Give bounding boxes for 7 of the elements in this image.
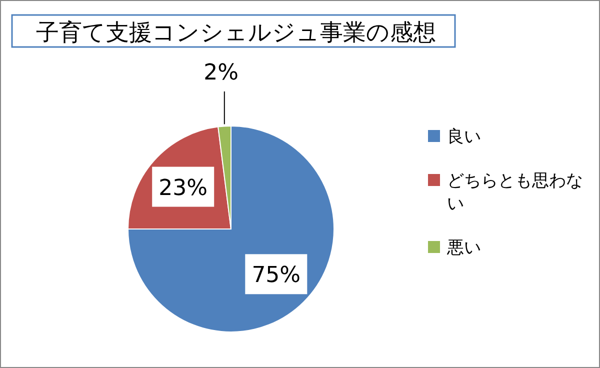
legend-label: 悪い xyxy=(446,238,481,258)
data-label: 23% xyxy=(158,176,208,201)
legend-label: 良い xyxy=(447,127,481,147)
data-label: 75% xyxy=(252,263,301,288)
legend-label: どちらとも思わない xyxy=(447,171,583,214)
data-label: 2% xyxy=(204,60,239,86)
chart-title: 子育て支援コンシェルジュ事業の感想 xyxy=(36,20,436,46)
